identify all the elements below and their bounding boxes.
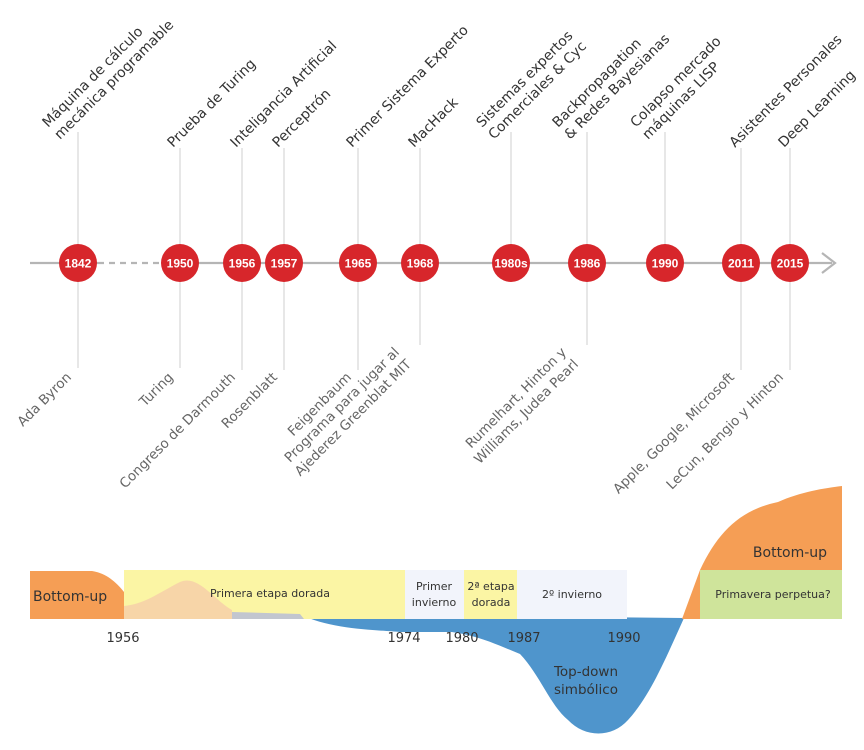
upper-label-line: mecánica programable — [52, 17, 178, 143]
year-node-circle — [722, 244, 760, 282]
year-node-label: 1990 — [652, 257, 679, 271]
year-node-label: 1950 — [167, 257, 194, 271]
event-lower-label-1956: Congreso de Darmouth — [117, 370, 239, 492]
year-node-circle — [568, 244, 606, 282]
era-year-1987: 1987 — [507, 631, 540, 646]
lower-label-line: Turing — [136, 370, 177, 411]
year-node-label: 1842 — [65, 257, 92, 271]
bottom-up-label-left: Bottom-up — [33, 589, 107, 605]
event-lower-label-1842: Ada Byron — [14, 370, 74, 430]
upper-label-line: Primer Sistema Experto — [344, 22, 472, 150]
arrow-head-icon — [821, 252, 837, 274]
year-node-1956: 1956 — [223, 244, 261, 282]
lower-label-line: Ada Byron — [14, 370, 74, 430]
lower-label-line: Williams, Judea Pearl — [471, 357, 582, 468]
top-down-label-line-2: simbólico — [554, 682, 618, 698]
year-node-circle — [401, 244, 439, 282]
year-node-circle — [492, 244, 530, 282]
year-node-circle — [223, 244, 261, 282]
year-node-1842: 1842 — [59, 244, 97, 282]
connector-lines — [77, 132, 791, 370]
year-node-1990: 1990 — [646, 244, 684, 282]
event-lower-label-1950: Turing — [136, 370, 177, 411]
golden-age-1-hump — [124, 580, 232, 619]
year-node-label: 1980s — [494, 257, 528, 271]
year-node-label: 1957 — [271, 257, 298, 271]
upper-label-line: Máquina de cálculo — [39, 24, 146, 131]
golden-age-2-label-line-2: dorada — [472, 596, 511, 609]
eras-band: Bottom-up Primera etapa dorada Primer in… — [30, 486, 842, 734]
event-upper-label-1968: MacHack — [406, 94, 463, 151]
winter-1-box — [405, 570, 464, 619]
year-node-1980s: 1980s — [492, 244, 530, 282]
year-node-circle — [161, 244, 199, 282]
year-node-label: 1965 — [345, 257, 372, 271]
year-node-1968: 1968 — [401, 244, 439, 282]
year-node-1965: 1965 — [339, 244, 377, 282]
winter-2-box — [517, 570, 627, 619]
year-node-circle — [59, 244, 97, 282]
perpetual-spring-box — [700, 570, 842, 619]
golden-age-1-label: Primera etapa dorada — [210, 587, 330, 600]
lower-label-line: Rumelhart, Hinton y — [463, 345, 570, 452]
year-node-label: 1968 — [407, 257, 434, 271]
year-node-circle — [771, 244, 809, 282]
year-node-label: 1986 — [574, 257, 601, 271]
top-down-label-line-1: Top-down — [553, 664, 618, 680]
era-year-1956: 1956 — [106, 631, 139, 646]
era-year-1990: 1990 — [607, 631, 640, 646]
upper-label-line: MacHack — [406, 94, 463, 151]
year-node-label: 2011 — [728, 257, 754, 271]
era-year-1980: 1980 — [445, 631, 478, 646]
year-node-label: 2015 — [777, 257, 804, 271]
winter-2-label: 2º invierno — [542, 588, 602, 601]
year-node-circle — [339, 244, 377, 282]
golden-age-2-box — [464, 570, 517, 619]
winter-1-label-line-1: Primer — [416, 580, 453, 593]
perpetual-spring-label: Primavera perpetua? — [715, 588, 831, 601]
event-nodes: 1842 1950 1956 1957 1965 1968 1980s 1986 1990 201… — [59, 244, 809, 282]
transition-gray — [232, 612, 304, 619]
year-node-1950: 1950 — [161, 244, 199, 282]
top-down-area — [255, 614, 684, 734]
winter-1-label-line-2: invierno — [412, 596, 457, 609]
bottom-up-label-right: Bottom-up — [753, 545, 827, 561]
year-node-2015: 2015 — [771, 244, 809, 282]
year-node-2011: 2011 — [722, 244, 760, 282]
year-node-1986: 1986 — [568, 244, 606, 282]
event-upper-label-1965: Primer Sistema Experto — [344, 22, 472, 150]
year-node-circle — [265, 244, 303, 282]
golden-age-2-label-line-1: 2ª etapa — [467, 580, 514, 593]
era-year-1974: 1974 — [387, 631, 420, 646]
year-node-label: 1956 — [229, 257, 256, 271]
year-node-1957: 1957 — [265, 244, 303, 282]
bottom-up-area-left — [30, 571, 124, 619]
lower-label-line: Congreso de Darmouth — [117, 370, 239, 492]
lower-label-line: Programa para jugar al — [282, 345, 403, 466]
year-node-circle — [646, 244, 684, 282]
